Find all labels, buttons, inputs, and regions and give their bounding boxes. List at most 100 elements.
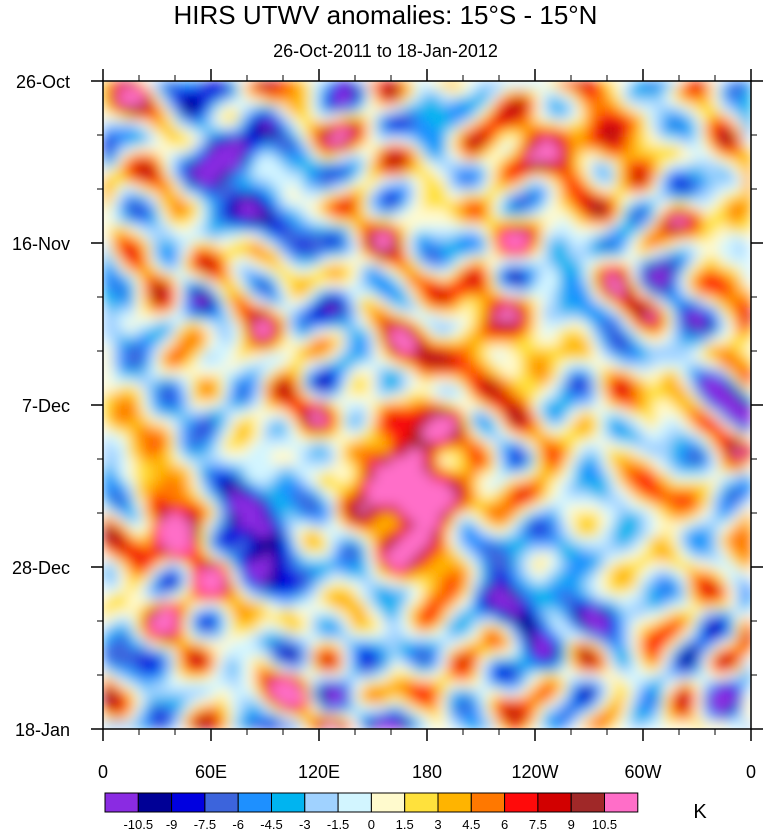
field-cell [127,105,136,114]
field-cell [655,297,664,306]
field-cell [407,345,416,354]
field-cell [471,89,480,98]
field-cell [103,377,112,386]
field-cell [287,289,296,298]
field-cell [711,513,720,522]
field-cell [247,353,256,362]
field-cell [743,305,751,314]
field-cell [447,121,456,130]
field-cell [359,329,368,338]
field-cell [511,369,520,378]
field-cell [231,561,240,570]
field-cell [647,465,656,474]
field-cell [135,265,144,274]
field-cell [215,161,224,170]
field-cell [383,361,392,370]
field-cell [375,313,384,322]
field-cell [311,569,320,578]
field-cell [495,273,504,282]
field-cell [303,321,312,330]
field-cell [367,513,376,522]
field-cell [567,473,576,482]
field-cell [343,249,352,258]
field-cell [703,473,712,482]
field-cell [223,305,232,314]
field-cell [575,289,584,298]
field-cell [711,97,720,106]
field-cell [103,121,112,130]
field-cell [143,193,152,202]
field-cell [111,105,120,114]
field-cell [559,353,568,362]
field-cell [391,217,400,226]
field-cell [127,217,136,226]
field-cell [671,81,680,90]
field-cell [215,321,224,330]
field-cell [319,505,328,514]
field-cell [639,81,648,90]
field-cell [591,521,600,530]
field-cell [727,473,736,482]
field-cell [135,521,144,530]
field-cell [671,321,680,330]
field-cell [735,553,744,562]
field-cell [695,513,704,522]
field-cell [647,193,656,202]
field-cell [239,209,248,218]
field-cell [559,361,568,370]
field-cell [127,225,136,234]
field-cell [279,441,288,450]
field-cell [663,409,672,418]
field-cell [319,409,328,418]
field-cell [551,433,560,442]
field-cell [591,513,600,522]
field-cell [647,233,656,242]
field-cell [375,473,384,482]
field-cell [359,337,368,346]
field-cell [607,249,616,258]
field-cell [207,337,216,346]
field-cell [255,257,264,266]
field-cell [271,553,280,562]
field-cell [239,297,248,306]
field-cell [591,433,600,442]
field-cell [327,417,336,426]
field-cell [567,385,576,394]
field-cell [135,137,144,146]
field-cell [631,313,640,322]
field-cell [551,345,560,354]
field-cell [295,473,304,482]
field-cell [607,481,616,490]
field-cell [671,505,680,514]
field-cell [679,457,688,466]
field-cell [215,233,224,242]
field-cell [591,481,600,490]
field-cell [479,89,488,98]
field-cell [471,217,480,226]
field-cell [559,465,568,474]
field-cell [519,257,528,266]
field-cell [631,441,640,450]
field-cell [623,97,632,106]
field-cell [335,121,344,130]
field-cell [303,193,312,202]
field-cell [591,177,600,186]
field-cell [447,209,456,218]
field-cell [471,385,480,394]
field-cell [375,393,384,402]
field-cell [607,217,616,226]
field-cell [663,185,672,194]
field-cell [335,449,344,458]
field-cell [455,545,464,554]
field-cell [623,521,632,530]
field-cell [295,169,304,178]
field-cell [127,377,136,386]
field-cell [695,313,704,322]
field-cell [679,257,688,266]
field-cell [527,345,536,354]
field-cell [247,137,256,146]
field-cell [663,97,672,106]
field-cell [719,137,728,146]
field-cell [535,449,544,458]
field-cell [199,225,208,234]
